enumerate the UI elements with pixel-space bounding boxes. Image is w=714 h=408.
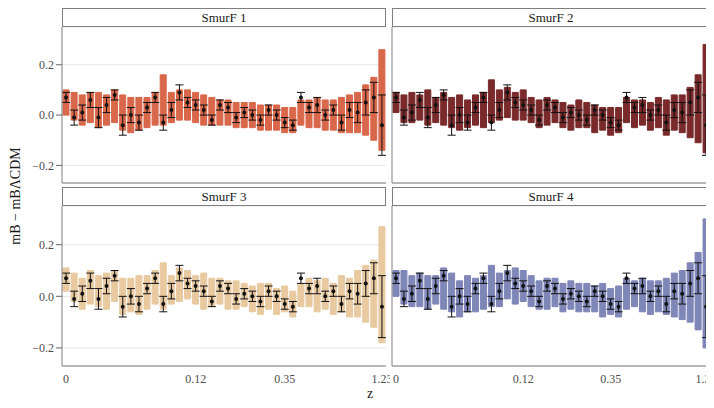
svg-text:0.2: 0.2 <box>39 58 54 72</box>
svg-text:0.35: 0.35 <box>274 372 295 386</box>
svg-text:−0.2: −0.2 <box>32 159 54 173</box>
svg-text:0: 0 <box>63 372 69 386</box>
svg-text:0.0: 0.0 <box>39 290 54 304</box>
html-text:SmurF 4: SmurF 4 <box>528 189 574 204</box>
svg-text:0.2: 0.2 <box>39 238 54 252</box>
html-text:z: z <box>366 386 374 401</box>
html-text:SmurF 3: SmurF 3 <box>201 189 247 204</box>
svg-text:1.23: 1.23 <box>696 372 706 386</box>
html-text:SmurF 2: SmurF 2 <box>528 10 574 25</box>
html-text:SmurF 1: SmurF 1 <box>201 10 247 25</box>
svg-text:0.35: 0.35 <box>600 372 621 386</box>
svg-text:1.23: 1.23 <box>371 372 390 386</box>
svg-text:0.12: 0.12 <box>185 372 206 386</box>
svg-text:mB − mBΛCDM: mB − mBΛCDM <box>8 147 23 245</box>
svg-text:0.12: 0.12 <box>513 372 534 386</box>
svg-text:0.0: 0.0 <box>39 108 54 122</box>
svg-text:−0.2: −0.2 <box>32 341 54 355</box>
svg-text:0: 0 <box>393 372 399 386</box>
